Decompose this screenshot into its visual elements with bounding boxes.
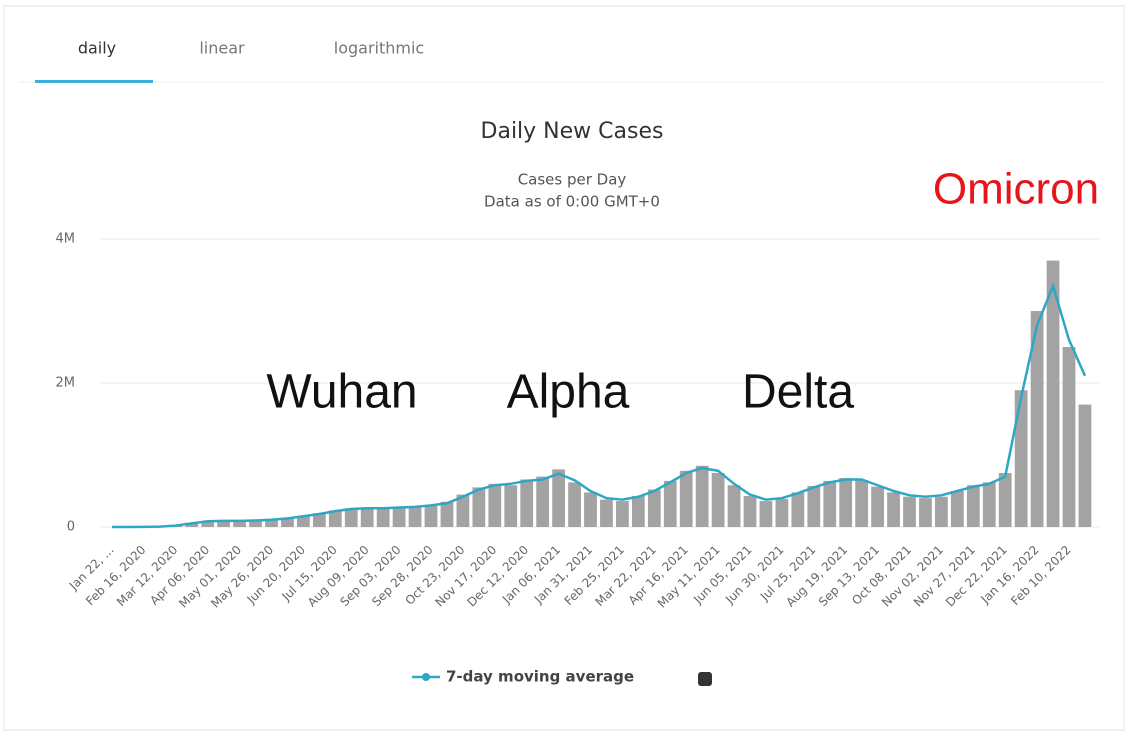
bar — [360, 509, 374, 527]
bar — [919, 498, 932, 527]
bar — [950, 491, 964, 527]
wave-annotation: Alpha — [507, 366, 630, 419]
bar — [616, 501, 629, 527]
bar — [265, 519, 278, 527]
chart-subtitle: Cases per Day — [518, 171, 627, 189]
card — [3, 5, 1125, 731]
bar — [1078, 404, 1092, 527]
legend-label[interactable]: 7-day moving average — [446, 668, 634, 686]
bar — [966, 485, 980, 527]
bar — [1014, 390, 1028, 527]
wave-annotation: Omicron — [933, 165, 1099, 214]
bar — [488, 483, 502, 527]
bar — [504, 485, 518, 527]
bar — [281, 518, 294, 527]
bar — [727, 485, 741, 527]
bar — [1030, 311, 1044, 527]
bar — [695, 465, 709, 527]
active-tab-underline — [35, 80, 153, 83]
moving-average-line — [112, 282, 1087, 529]
bar — [600, 499, 613, 527]
bar — [440, 501, 454, 527]
bar — [679, 470, 693, 527]
wave-annotation: Delta — [742, 366, 854, 419]
bar — [536, 476, 550, 527]
bar — [982, 482, 996, 527]
chart-title: Daily New Cases — [481, 119, 664, 144]
tab-linear[interactable]: linear — [199, 39, 245, 58]
bar — [631, 496, 645, 527]
bar — [408, 506, 422, 527]
chart-subtitle: Data as of 0:00 GMT+0 — [484, 193, 660, 211]
bar — [328, 510, 342, 527]
bar — [855, 480, 869, 527]
bar — [185, 522, 199, 527]
bar — [791, 492, 805, 527]
tab-logarithmic[interactable]: logarithmic — [334, 39, 424, 58]
bar — [1046, 260, 1060, 527]
bar — [743, 496, 757, 527]
bar — [520, 479, 534, 527]
bar — [233, 521, 246, 527]
bar — [935, 496, 948, 527]
bar — [807, 485, 821, 527]
bar — [568, 482, 581, 527]
tab-daily[interactable]: daily — [78, 39, 116, 58]
bar — [663, 480, 677, 527]
bar — [217, 521, 231, 527]
bar — [297, 516, 310, 527]
bar — [903, 496, 916, 527]
wave-annotation: Wuhan — [266, 366, 417, 419]
bar — [456, 494, 470, 527]
bar — [647, 489, 661, 527]
bar — [823, 480, 837, 527]
bar — [1062, 347, 1076, 527]
bar — [376, 507, 390, 527]
bar — [424, 505, 438, 527]
bar — [887, 492, 900, 527]
y-tick-label: 0 — [67, 520, 75, 535]
legend-marker — [422, 673, 430, 681]
bar — [839, 478, 853, 527]
bar — [584, 492, 597, 527]
y-tick-label: 2M — [56, 376, 76, 391]
bar — [998, 473, 1012, 527]
bar — [392, 507, 406, 527]
bar — [552, 469, 565, 527]
bar — [312, 513, 326, 527]
legend-toggle-icon[interactable] — [698, 672, 712, 686]
y-tick-label: 4M — [56, 232, 76, 247]
bar — [775, 498, 789, 527]
bar — [711, 473, 725, 527]
bar — [249, 520, 262, 527]
bar — [871, 486, 884, 527]
bar — [759, 501, 773, 527]
bar — [344, 508, 358, 527]
bar — [472, 487, 486, 527]
bar — [201, 521, 215, 527]
